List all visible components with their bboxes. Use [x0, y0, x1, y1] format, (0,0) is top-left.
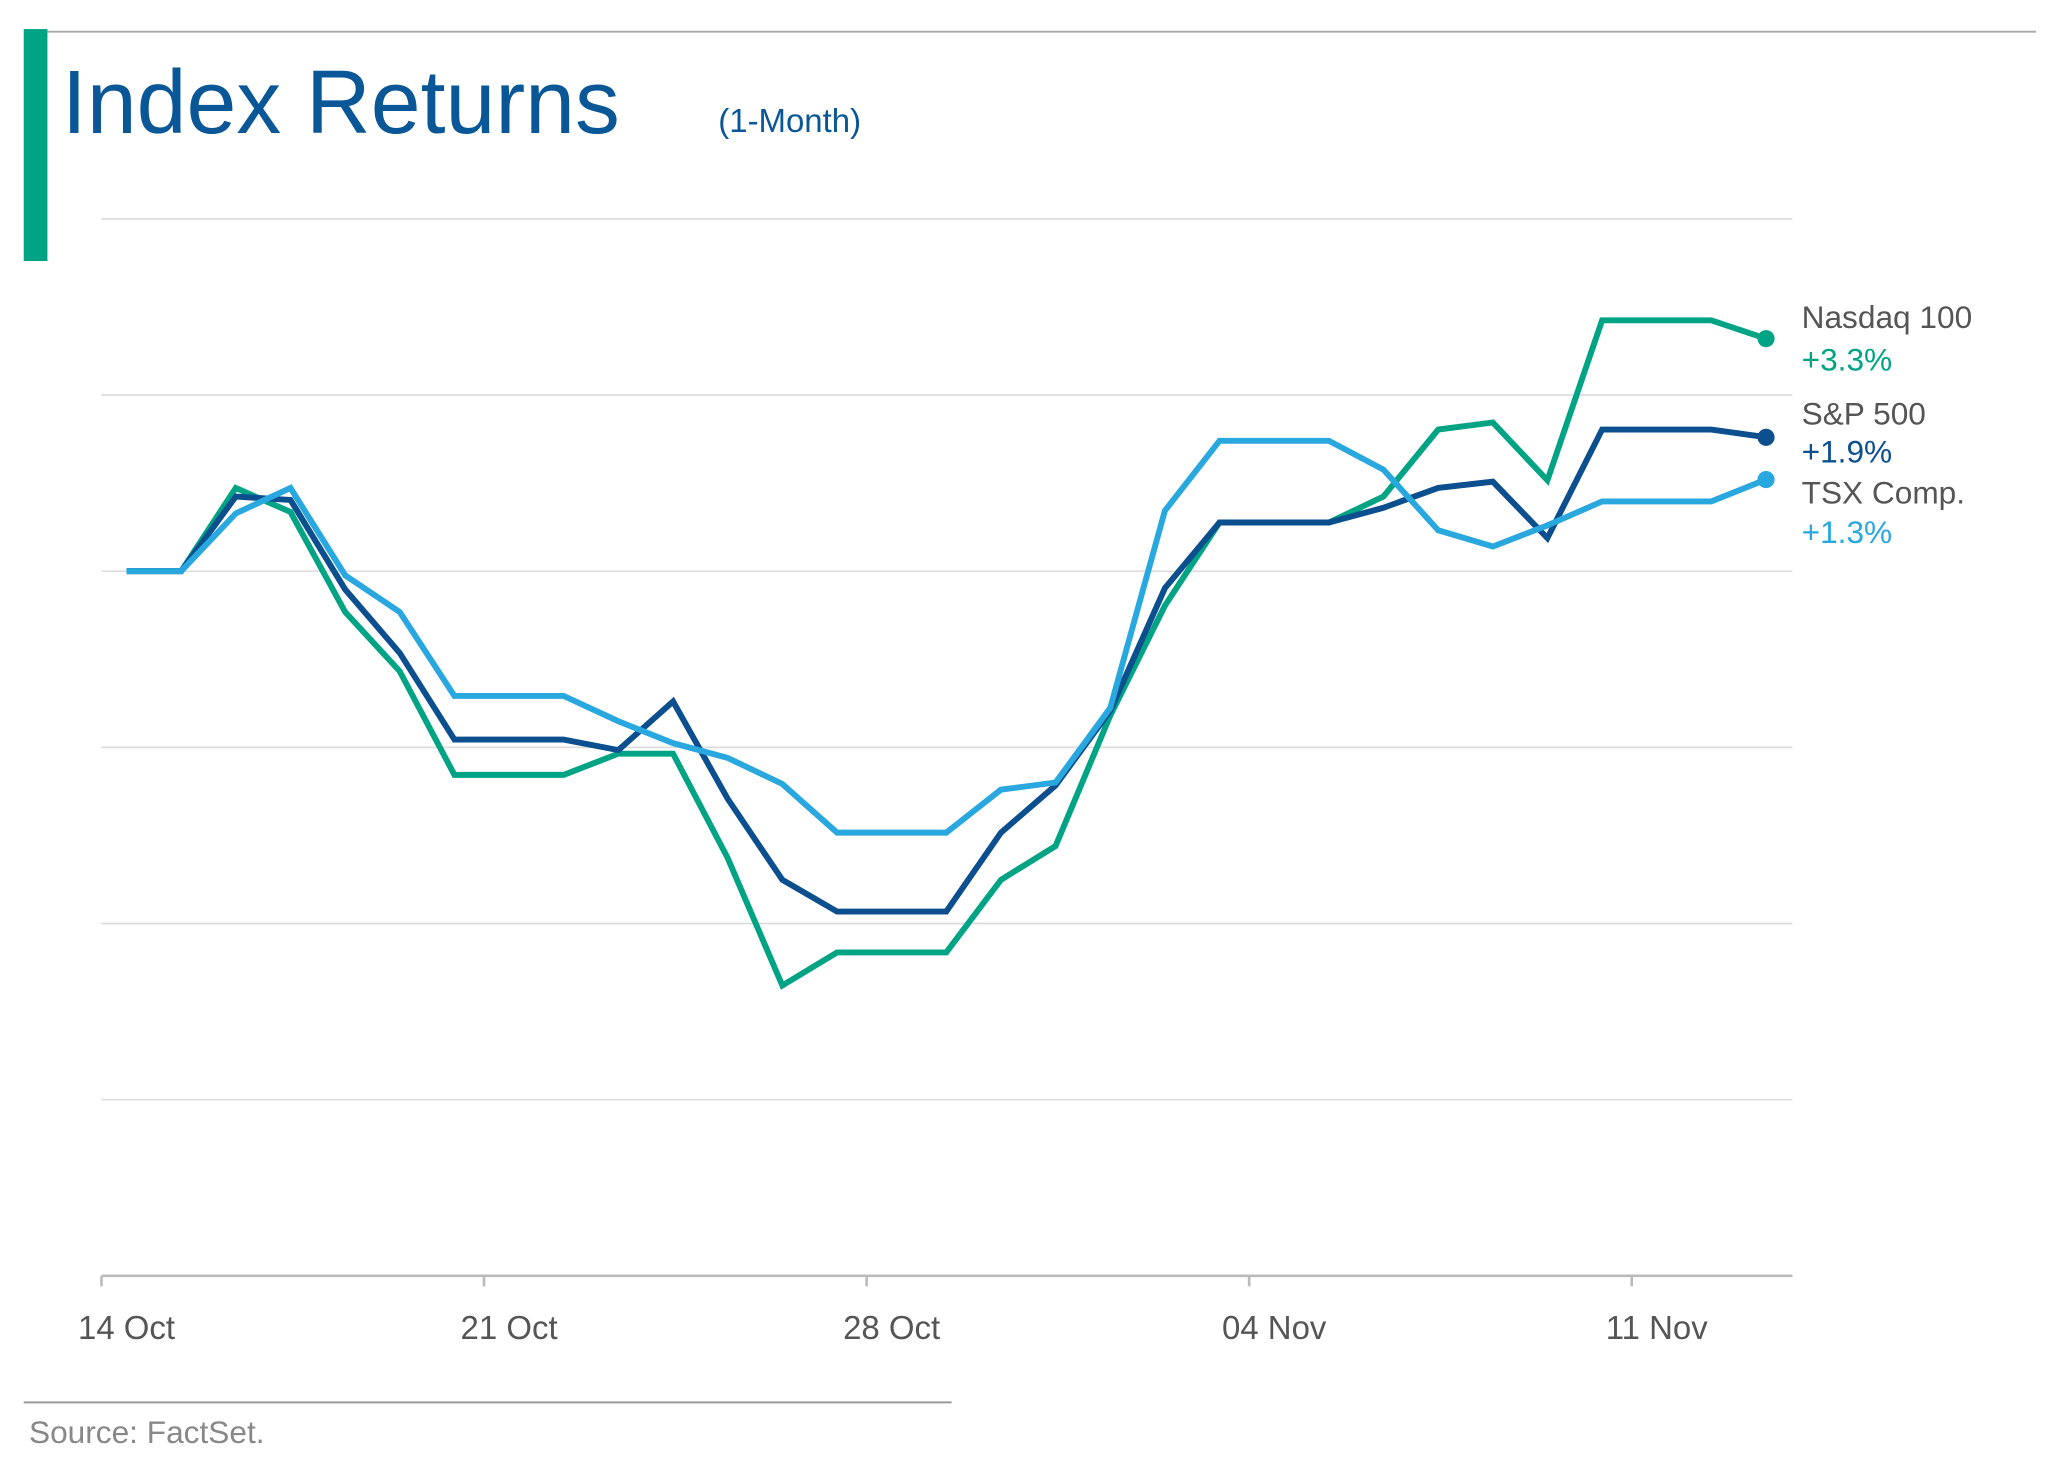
legend-name: S&P 500 [1802, 395, 1926, 431]
x-tick-label: 04 Nov [1222, 1309, 1327, 1346]
chart-subtitle: (1-Month) [718, 102, 861, 139]
end-point [1757, 470, 1775, 489]
series-line [126, 317, 1767, 990]
end-point [1757, 330, 1775, 348]
x-tick-label: 21 Oct [461, 1309, 558, 1346]
series-line [126, 426, 1767, 915]
legend-name: Nasdaq 100 [1802, 299, 1973, 335]
end-value-label: +1.9% [1802, 434, 1893, 470]
legend-name: TSX Comp. [1802, 475, 1965, 511]
x-tick-label: 14 Oct [78, 1309, 175, 1346]
x-tick-label: 11 Nov [1606, 1309, 1708, 1346]
x-tick-label: 28 Oct [843, 1309, 940, 1346]
series-line [126, 437, 1768, 836]
source: Source: FactSet. [29, 1414, 265, 1450]
end-value-label: +1.3% [1802, 514, 1893, 550]
end-point [1757, 428, 1775, 446]
end-value-label: +3.3% [1802, 341, 1893, 377]
chart-title: Index Returns [62, 52, 620, 152]
accent-bar [23, 29, 48, 262]
